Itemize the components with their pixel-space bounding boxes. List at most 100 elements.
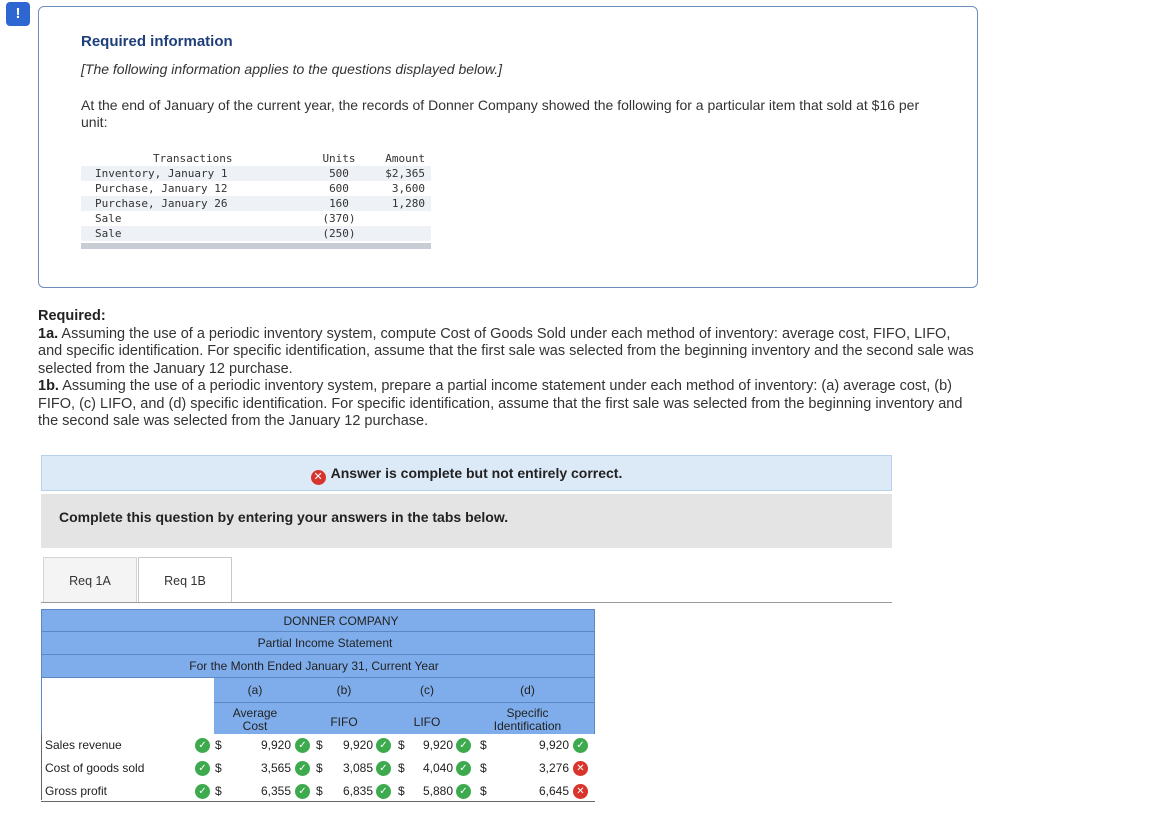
col-amount: Amount <box>385 152 425 165</box>
table-row: Sale (250) <box>81 226 431 241</box>
answer-status-banner: ✕ Answer is complete but not entirely cor… <box>41 455 892 491</box>
col-a-name: Average Cost <box>232 706 278 733</box>
currency-symbol: $ <box>316 784 323 798</box>
check-icon: ✓ <box>195 784 210 799</box>
value-specific-identification[interactable]: 9,920 <box>538 738 569 752</box>
table-row: Purchase, January 26 160 1,280 <box>81 196 431 211</box>
value-lifo[interactable]: 5,880 <box>422 784 453 798</box>
txn-units: 500 <box>329 167 349 180</box>
currency-symbol: $ <box>215 761 222 775</box>
check-icon: ✓ <box>376 784 391 799</box>
x-circle-icon: ✕ <box>310 470 326 485</box>
info-intro: At the end of January of the current yea… <box>81 97 920 130</box>
tab-req-1b[interactable]: Req 1B <box>138 557 232 603</box>
x-circle-icon: ✕ <box>573 761 588 776</box>
col-transactions: Transactions <box>153 152 233 165</box>
value-fifo[interactable]: 6,835 <box>342 784 373 798</box>
value-lifo[interactable]: 4,040 <box>422 761 453 775</box>
txn-amount: 1,280 <box>391 197 425 210</box>
currency-symbol: $ <box>398 738 405 752</box>
requirement-1a: 1a. Assuming the use of a periodic inven… <box>38 325 974 377</box>
currency-symbol: $ <box>215 784 222 798</box>
currency-symbol: $ <box>480 738 487 752</box>
currency-symbol: $ <box>316 761 323 775</box>
requirement-1b: 1b. Assuming the use of a periodic inven… <box>38 378 963 429</box>
value-average-cost[interactable]: 3,565 <box>260 761 291 775</box>
col-d-letter: (d) <box>520 683 535 697</box>
x-circle-icon: ✕ <box>573 784 588 799</box>
col-d-name: Specific Identification <box>493 706 562 733</box>
check-icon: ✓ <box>195 761 210 776</box>
column-headers: (a) (b) (c) (d) Average Cost FIFO LIFO Sp… <box>41 678 595 734</box>
txn-units: (370) <box>322 212 356 225</box>
value-average-cost[interactable]: 9,920 <box>260 738 291 752</box>
table-left-border <box>41 734 42 800</box>
instructions-text: Complete this question by entering your … <box>59 509 509 525</box>
transactions-header: Transactions Units Amount <box>81 151 431 166</box>
tab-req-1a[interactable]: Req 1A <box>43 557 137 603</box>
currency-symbol: $ <box>316 738 323 752</box>
value-lifo[interactable]: 9,920 <box>422 738 453 752</box>
info-title: Required information <box>81 33 233 50</box>
txn-amount: $2,365 <box>385 167 425 180</box>
info-subtitle: [The following information applies to th… <box>81 61 503 77</box>
check-icon: ✓ <box>195 738 210 753</box>
value-specific-identification[interactable]: 3,276 <box>538 761 569 775</box>
check-icon: ✓ <box>295 761 310 776</box>
income-statement-table: DONNER COMPANY Partial Income Statement … <box>41 609 595 802</box>
txn-name: Purchase, January 12 <box>95 182 228 195</box>
row-label: Cost of goods sold <box>45 761 145 775</box>
statement-company: DONNER COMPANY <box>41 609 595 632</box>
check-icon: ✓ <box>456 738 471 753</box>
txn-name: Sale <box>95 212 122 225</box>
row-label: Gross profit <box>45 784 108 798</box>
alert-icon: ! <box>6 2 30 26</box>
value-fifo[interactable]: 9,920 <box>342 738 373 752</box>
table-bottom-bar <box>81 243 431 249</box>
table-row: Gross profit ✓ $ 6,355 ✓ $ 6,835 ✓ $ 5,8… <box>41 780 595 802</box>
table-row: Inventory, January 1 500 $2,365 <box>81 166 431 181</box>
table-row: Cost of goods sold ✓ $ 3,565 ✓ $ 3,085 ✓… <box>41 757 595 780</box>
table-row: Sale (370) <box>81 211 431 226</box>
value-fifo[interactable]: 3,085 <box>342 761 373 775</box>
banner-text: Answer is complete but not entirely corr… <box>330 465 623 481</box>
currency-symbol: $ <box>398 784 405 798</box>
check-icon: ✓ <box>456 761 471 776</box>
check-icon: ✓ <box>376 761 391 776</box>
txn-units: 160 <box>329 197 349 210</box>
required-section: Required: 1a. Assuming the use of a peri… <box>38 308 978 431</box>
currency-symbol: $ <box>398 761 405 775</box>
col-b-name: FIFO <box>330 715 358 729</box>
value-specific-identification[interactable]: 6,645 <box>538 784 569 798</box>
statement-title: Partial Income Statement <box>41 632 595 655</box>
value-average-cost[interactable]: 6,355 <box>260 784 291 798</box>
required-heading: Required: <box>38 308 106 324</box>
row-label: Sales revenue <box>45 738 122 752</box>
check-icon: ✓ <box>456 784 471 799</box>
currency-symbol: $ <box>215 738 222 752</box>
currency-symbol: $ <box>480 761 487 775</box>
txn-name: Inventory, January 1 <box>95 167 228 180</box>
col-b-letter: (b) <box>336 683 352 697</box>
txn-name: Sale <box>95 227 122 240</box>
required-information-panel: Required information [The following info… <box>38 6 978 288</box>
check-icon: ✓ <box>295 784 310 799</box>
col-a-letter: (a) <box>247 683 263 697</box>
txn-amount: 3,600 <box>391 182 425 195</box>
check-icon: ✓ <box>573 738 588 753</box>
txn-units: 600 <box>329 182 349 195</box>
transactions-table: Transactions Units Amount Inventory, Jan… <box>81 151 431 249</box>
currency-symbol: $ <box>480 784 487 798</box>
txn-units: (250) <box>322 227 356 240</box>
instructions-box: Complete this question by entering your … <box>41 494 892 548</box>
check-icon: ✓ <box>376 738 391 753</box>
table-row: Sales revenue ✓ $ 9,920 ✓ $ 9,920 ✓ $ 9,… <box>41 734 595 757</box>
statement-period: For the Month Ended January 31, Current … <box>41 655 595 678</box>
txn-name: Purchase, January 26 <box>95 197 228 210</box>
col-c-letter: (c) <box>420 683 434 697</box>
tab-divider <box>41 602 892 603</box>
table-row: Purchase, January 12 600 3,600 <box>81 181 431 196</box>
col-c-name: LIFO <box>413 715 441 729</box>
check-icon: ✓ <box>295 738 310 753</box>
col-units: Units <box>322 152 356 165</box>
